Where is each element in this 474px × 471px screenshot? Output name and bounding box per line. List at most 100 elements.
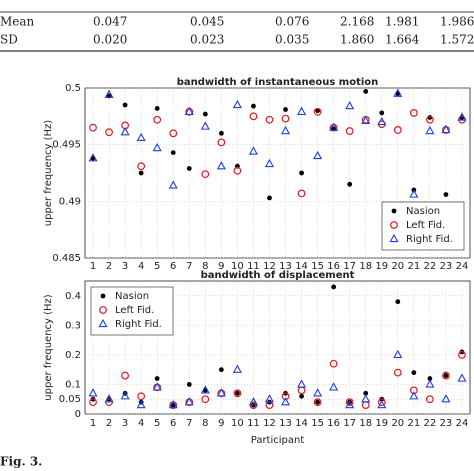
marker	[154, 376, 160, 381]
x-tick-label: 16	[327, 418, 340, 429]
x-tick-label: 7	[186, 418, 192, 429]
marker	[264, 158, 275, 168]
marker	[315, 399, 321, 405]
marker	[409, 386, 418, 395]
marker	[390, 221, 398, 229]
marker	[361, 115, 371, 125]
marker	[248, 397, 258, 406]
marker	[200, 385, 210, 394]
x-tick-label: 18	[359, 418, 372, 429]
x-tick-label: 1	[90, 418, 96, 429]
marker	[104, 89, 114, 98]
marker	[393, 126, 402, 134]
marker	[313, 388, 323, 397]
marker	[393, 368, 402, 377]
table-cell: 1.664	[385, 33, 420, 47]
marker	[409, 189, 419, 198]
marker	[152, 382, 162, 391]
x-tick-label: 4	[138, 261, 144, 272]
x-tick-label: 19	[375, 261, 388, 272]
table-cell: 1.981	[385, 15, 419, 29]
x-tick-label: 15	[311, 261, 324, 272]
marker	[153, 115, 162, 124]
table-cell: 0.035	[275, 33, 309, 47]
x-tick-label: 7	[186, 261, 192, 272]
marker	[265, 115, 274, 124]
marker	[104, 394, 114, 403]
marker	[329, 359, 338, 368]
y-tick-label: 0.1	[65, 379, 81, 390]
marker	[136, 132, 146, 142]
marker	[299, 170, 304, 176]
x-tick-label: 6	[170, 261, 176, 272]
marker	[233, 166, 242, 175]
y-tick-label: 0.4	[65, 291, 81, 302]
marker	[168, 399, 178, 409]
marker	[331, 284, 337, 290]
x-tick-label: 9	[218, 418, 224, 429]
marker	[363, 390, 369, 396]
marker	[425, 379, 435, 388]
x-tick-label: 5	[154, 261, 160, 272]
marker	[443, 373, 449, 378]
marker	[233, 389, 242, 398]
y-axis-label: upper frequency (Hz)	[43, 294, 54, 400]
marker	[267, 195, 272, 201]
y-tick-label: 0.49	[59, 196, 81, 207]
marker	[234, 390, 240, 396]
marker	[361, 394, 371, 403]
marker	[297, 379, 307, 388]
marker	[299, 393, 304, 399]
marker	[184, 106, 194, 115]
y-axis-label: upper frequency (Hz)	[43, 120, 54, 226]
x-tick-label: 8	[202, 418, 208, 429]
marker	[120, 391, 130, 400]
marker	[281, 114, 290, 123]
marker	[232, 364, 242, 373]
x-tick-label: 24	[456, 261, 469, 272]
x-tick-label: 12	[263, 261, 276, 272]
marker	[379, 110, 385, 116]
table-cell: 0.045	[190, 15, 224, 29]
x-tick-label: 3	[122, 418, 128, 429]
marker	[345, 399, 355, 409]
x-tick-label: 18	[359, 261, 372, 272]
x-tick-label: 12	[263, 418, 276, 429]
x-tick-label: 21	[407, 418, 420, 429]
x-tick-label: 22	[424, 418, 437, 429]
marker	[329, 122, 339, 131]
table-cell: 0.076	[275, 15, 309, 29]
marker	[137, 392, 146, 401]
marker	[377, 116, 387, 126]
marker	[425, 115, 434, 124]
caption: Fig. 3.	[0, 455, 42, 469]
x-tick-label: 9	[218, 261, 224, 272]
marker	[425, 125, 435, 135]
marker	[329, 382, 339, 391]
legend-label: Left Fid.	[115, 305, 154, 316]
x-tick-label: 2	[106, 261, 112, 272]
marker	[315, 108, 321, 114]
marker	[393, 349, 403, 359]
marker	[345, 398, 354, 407]
marker	[442, 371, 450, 380]
marker	[202, 111, 208, 117]
table-cell: 0.047	[93, 15, 127, 29]
table-cell: 1.572	[440, 33, 474, 47]
y-tick-label: 0.485	[52, 253, 81, 264]
marker	[363, 89, 369, 94]
legend-label: Nasion	[115, 291, 149, 302]
x-tick-label: 13	[279, 261, 292, 272]
x-tick-label: 8	[202, 261, 208, 272]
marker	[393, 88, 403, 97]
marker	[264, 394, 275, 403]
marker	[169, 129, 178, 138]
marker	[98, 318, 108, 328]
marker	[88, 153, 98, 162]
marker	[280, 125, 291, 135]
marker	[347, 181, 353, 187]
x-tick-label: 17	[343, 261, 356, 272]
marker	[409, 391, 419, 400]
x-tick-label: 10	[231, 261, 244, 272]
